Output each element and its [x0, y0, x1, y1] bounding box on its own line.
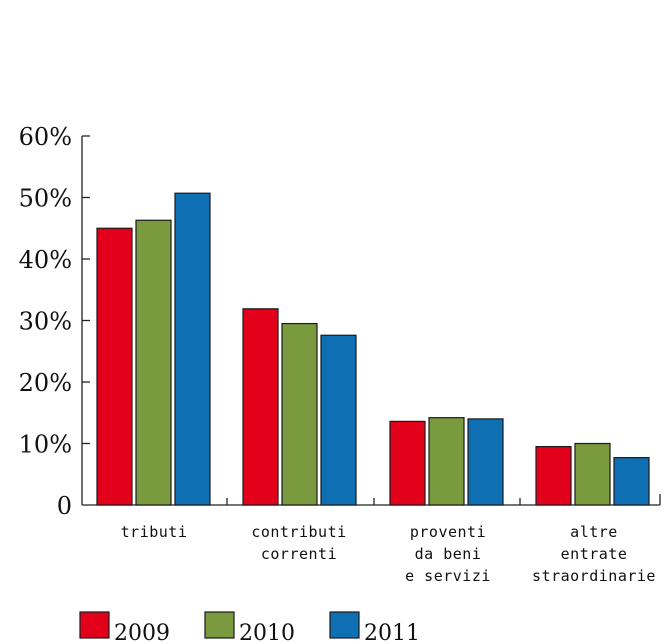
legend-label-2010: 2010	[239, 621, 295, 644]
legend-label-2009: 2009	[114, 621, 170, 644]
bar-2010-0	[135, 219, 172, 506]
x-category-label: contributi	[251, 523, 346, 541]
legend: 2009 2010 2011	[79, 611, 420, 644]
y-tick-label: 40%	[19, 246, 72, 274]
bars	[96, 192, 650, 506]
bar-2011-3	[613, 457, 650, 506]
bar-2009-2	[389, 420, 426, 506]
y-tick-label: 50%	[19, 185, 72, 213]
x-category-label: da beni	[415, 545, 482, 563]
x-axis-category-labels: tributi contributi correnti proventi da beni…	[121, 523, 656, 585]
bar-2010-2	[428, 417, 465, 506]
bar-2011-1	[320, 334, 357, 506]
x-category-label: tributi	[121, 523, 188, 541]
x-category-label: proventi	[410, 523, 486, 541]
legend-swatch-2011	[329, 611, 360, 639]
y-tick-label: 30%	[19, 308, 72, 336]
x-category-label: e servizi	[405, 567, 491, 585]
legend-label-2011: 2011	[364, 621, 420, 644]
y-tick-label: 10%	[19, 431, 72, 459]
axes: 0 10% 20% 30% 40% 50% 60%	[19, 123, 661, 520]
bar-2010-3	[574, 442, 611, 506]
bar-2009-0	[96, 227, 133, 506]
x-category-label: altre	[570, 523, 618, 541]
bar-2011-2	[467, 418, 504, 506]
bar-2010-1	[281, 322, 318, 506]
bar-2009-3	[535, 445, 572, 506]
legend-swatch-2010	[204, 611, 235, 639]
y-tick-label: 60%	[19, 123, 72, 151]
y-tick-label: 20%	[19, 369, 72, 397]
legend-swatch-2009	[79, 611, 110, 639]
bar-2009-1	[242, 308, 279, 506]
x-category-label: straordinarie	[532, 567, 656, 585]
x-category-label: entrate	[561, 545, 628, 563]
bar-2011-0	[174, 192, 211, 506]
y-tick-label: 0	[57, 492, 72, 520]
x-category-label: correnti	[261, 545, 337, 563]
